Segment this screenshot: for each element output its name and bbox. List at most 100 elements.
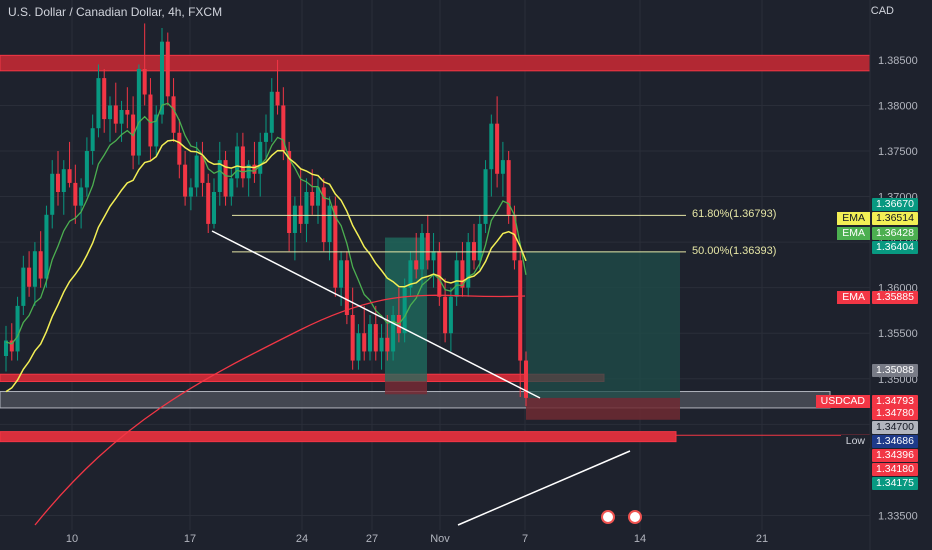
candle [200, 141, 205, 197]
position-target-zone [526, 251, 680, 398]
candle [61, 160, 66, 215]
fib-label: 50.00%(1.36393) [692, 244, 777, 257]
candle [477, 214, 482, 270]
candle [460, 242, 465, 297]
candle [518, 251, 523, 397]
x-tick-label: 24 [296, 533, 308, 545]
x-tick-label: 27 [366, 533, 378, 545]
candle [402, 278, 407, 343]
price-label: 1.34686 [872, 435, 918, 448]
candle [483, 160, 488, 233]
ema-line [34, 294, 526, 526]
candle [159, 28, 165, 124]
candle [206, 173, 211, 233]
candle [263, 114, 269, 161]
indicator-tag: USDCAD [815, 395, 870, 408]
candle [240, 132, 245, 188]
candle [21, 255, 26, 315]
price-label: 1.34700 [872, 421, 918, 434]
x-tick-label: 10 [66, 533, 78, 545]
candle [327, 196, 332, 261]
candle [223, 151, 228, 206]
candle [500, 141, 505, 197]
candle [466, 233, 471, 297]
price-label: 1.34396 [872, 449, 918, 462]
candle [425, 214, 430, 270]
candle [304, 178, 309, 243]
y-tick-label: 1.37500 [878, 146, 918, 158]
x-tick-label: Nov [430, 533, 450, 545]
candle [67, 141, 72, 188]
candle [142, 23, 147, 106]
candle [211, 178, 217, 229]
position-zone [385, 381, 427, 395]
chart-title: U.S. Dollar / Canadian Dollar, 4h, FXCM [8, 5, 223, 19]
candle [454, 251, 459, 306]
candle [177, 119, 182, 179]
y-tick-label: 1.38500 [878, 55, 918, 67]
candle [38, 231, 43, 288]
x-tick-label: 17 [184, 533, 196, 545]
ema-line [5, 102, 527, 345]
price-label: 1.34180 [872, 463, 918, 476]
x-tick-label: 21 [756, 533, 768, 545]
y-tick-label: 1.38000 [878, 100, 918, 112]
candle [73, 164, 78, 224]
candle [183, 151, 188, 206]
price-label: 1.34780 [872, 407, 918, 420]
support-zone [0, 431, 677, 443]
support-zone [0, 373, 605, 383]
candle [321, 178, 326, 252]
overlays [5, 102, 686, 526]
candle [489, 114, 494, 197]
y-tick-label: 1.35500 [878, 328, 918, 340]
price-label: 1.34793 [872, 395, 918, 408]
candle [235, 132, 240, 188]
candle [217, 141, 222, 206]
candle [523, 351, 529, 407]
price-label: 1.34175 [872, 477, 918, 490]
price-label: 1.36514 [872, 212, 918, 225]
x-tick-label: 7 [522, 533, 528, 545]
candle [315, 178, 321, 224]
candle [125, 87, 130, 129]
candle [350, 287, 355, 370]
fib-label: 61.80%(1.36793) [692, 208, 777, 221]
candle [84, 137, 89, 197]
candle [27, 251, 32, 297]
price-label: 1.35088 [872, 364, 918, 377]
candle [3, 325, 9, 372]
resistance-zone [0, 54, 871, 72]
candle [356, 324, 361, 370]
us-flag-icon[interactable] [601, 510, 615, 524]
y-tick-label: 1.33500 [878, 510, 918, 522]
candle [165, 32, 170, 106]
price-label: 1.36428 [872, 227, 918, 240]
candle [431, 233, 436, 288]
indicator-tag: EMA [837, 212, 870, 225]
candle [408, 251, 413, 297]
candle [287, 141, 292, 252]
trend-line [457, 450, 631, 526]
candle [15, 296, 20, 361]
us-flag-icon[interactable] [628, 510, 642, 524]
candle [281, 87, 286, 161]
candle [229, 169, 234, 206]
price-label: 1.36404 [872, 241, 918, 254]
candle [344, 251, 349, 325]
candle [367, 315, 373, 361]
candle [79, 178, 84, 229]
candle [391, 305, 396, 361]
price-label: 1.35885 [872, 291, 918, 304]
candle [419, 223, 425, 288]
candle [148, 78, 153, 161]
trend-line [211, 230, 541, 399]
candle [506, 151, 511, 224]
candle [55, 151, 61, 206]
candle [362, 305, 367, 361]
candle [275, 59, 280, 115]
candle [471, 223, 477, 270]
candle [194, 141, 199, 197]
